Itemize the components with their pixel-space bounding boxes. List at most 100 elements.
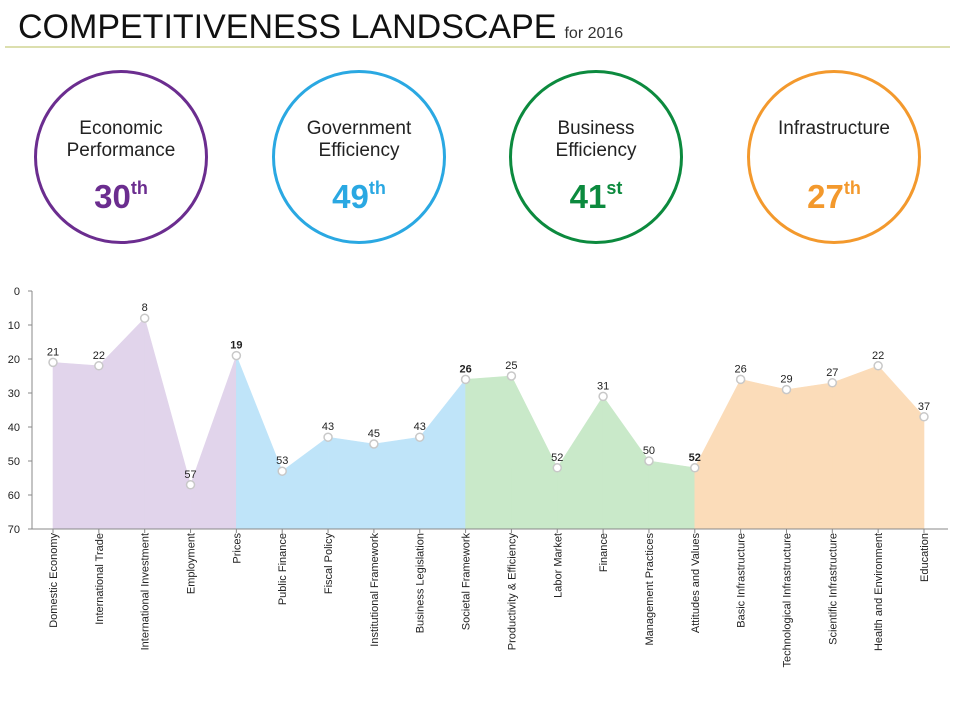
data-point: [414, 432, 425, 442]
area-segment: [190, 355, 237, 530]
x-tick-label: Technological Infrastructure: [781, 533, 793, 668]
rank-suffix: th: [130, 178, 148, 198]
value-label: 57: [184, 469, 196, 481]
area-segment: [740, 379, 787, 530]
area-segment: [52, 362, 100, 530]
pillar-rank: 49th: [275, 178, 443, 216]
area-segment: [877, 365, 925, 530]
x-tick-label: Education: [919, 533, 931, 582]
value-label: 43: [414, 421, 426, 433]
value-label: 21: [47, 346, 59, 358]
x-tick-label: Health and Environment: [873, 533, 885, 651]
x-tick-label: Fiscal Policy: [323, 533, 335, 595]
rank-suffix: th: [368, 178, 386, 198]
value-label: 53: [276, 455, 288, 467]
pillar-rank: 27th: [750, 178, 918, 216]
area-segment: [786, 382, 833, 530]
x-tick-label: Business Legislation: [415, 533, 427, 633]
data-point: [460, 374, 471, 385]
title-rule: [5, 46, 950, 48]
x-tick-label: Finance: [598, 533, 610, 572]
x-tick-label: Public Finance: [277, 533, 289, 605]
data-point: [94, 361, 104, 371]
x-tick-label: Attitudes and Values: [690, 533, 702, 634]
x-tick-label: International Trade: [94, 533, 106, 625]
area-segment: [648, 460, 696, 530]
title-text: COMPETITIVENESS LANDSCAPE: [18, 8, 557, 46]
area-segment: [465, 375, 512, 530]
area-segment: [373, 436, 421, 530]
data-point: [644, 456, 654, 466]
y-tick-label: 50: [8, 456, 20, 468]
area-segment: [144, 318, 191, 530]
x-tick-label: International Investment: [140, 533, 152, 650]
data-point: [323, 432, 333, 442]
pillar: Economic Performance 30th: [34, 70, 208, 244]
rank-number: 27: [807, 178, 844, 215]
value-label: 22: [93, 350, 105, 362]
rank-suffix: th: [843, 178, 861, 198]
y-tick-label: 60: [8, 490, 20, 502]
area-segment: [281, 436, 329, 530]
x-tick-label: Employment: [186, 533, 198, 594]
area-segment: [832, 365, 879, 530]
x-tick-label: Prices: [231, 533, 243, 564]
value-label: 43: [322, 421, 334, 433]
x-tick-label: Scientific Infrastructure: [827, 533, 839, 645]
value-label: 19: [230, 340, 242, 352]
x-tick-label: Management Practices: [644, 533, 656, 646]
data-point: [506, 371, 517, 381]
value-label: 26: [459, 363, 471, 375]
pillar-name: Government Efficiency: [306, 118, 412, 161]
pillar-name: Infrastructure: [778, 118, 890, 139]
y-tick-label: 20: [8, 354, 20, 366]
pillar-rank: 30th: [37, 178, 205, 216]
value-label: 52: [551, 452, 563, 464]
area-segment: [236, 355, 283, 530]
area-segment: [694, 379, 741, 530]
data-point: [369, 439, 379, 449]
value-label: 26: [735, 363, 747, 375]
value-label: 31: [597, 380, 609, 392]
y-tick-label: 0: [14, 286, 20, 298]
data-point: [690, 463, 700, 473]
data-point: [185, 480, 196, 490]
value-label: 29: [780, 374, 792, 386]
data-point: [48, 357, 58, 368]
y-tick-label: 40: [8, 422, 20, 434]
y-tick-label: 70: [8, 524, 20, 536]
area-segment: [556, 395, 604, 530]
x-tick-label: Domestic Economy: [48, 533, 60, 628]
data-point: [552, 463, 563, 473]
x-tick-label: Basic Infrastructure: [736, 533, 748, 628]
data-point: [827, 378, 838, 388]
x-tick-label: Societal Framework: [461, 533, 473, 631]
y-tick-label: 10: [8, 320, 20, 332]
data-point: [598, 391, 608, 402]
value-label: 52: [689, 452, 701, 464]
area-segment: [98, 317, 145, 530]
data-point: [277, 466, 287, 476]
value-label: 8: [142, 302, 148, 314]
area-segment: [419, 378, 466, 530]
rank-number: 41: [569, 178, 607, 215]
value-label: 22: [872, 350, 884, 362]
pillar: Government Efficiency 49th: [272, 70, 446, 244]
x-tick-label: Productivity & Efficiency: [506, 533, 518, 651]
x-tick-label: Institutional Framework: [369, 533, 381, 647]
pillar-name: Economic Performance: [66, 118, 176, 161]
value-label: 37: [918, 401, 930, 413]
pillar: Business Efficiency 41st: [509, 70, 683, 244]
data-point: [919, 412, 929, 422]
subtitle: for 2016: [564, 25, 624, 42]
value-label: 27: [826, 367, 838, 379]
data-point: [781, 384, 792, 395]
pillar: Infrastructure 27th: [747, 70, 921, 244]
value-label: 25: [505, 360, 517, 372]
data-point: [873, 361, 883, 371]
x-tick-label: Labor Market: [552, 533, 564, 598]
rank-number: 49: [332, 178, 369, 215]
title: COMPETITIVENESS LANDSCAPE for 2016: [18, 8, 623, 47]
